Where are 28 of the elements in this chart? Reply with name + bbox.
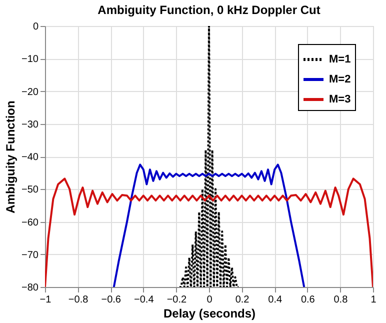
line-series [178,26,240,287]
chart-title: Ambiguity Function, 0 kHz Doppler Cut [98,3,320,17]
x-tick-label: 1 [370,294,377,306]
line-series [112,164,306,287]
x-tick-label: −0.6 [101,294,122,306]
legend-label: M=3 [329,94,351,106]
x-tick-label: 0.4 [268,294,282,306]
y-tick-label: −20 [22,86,39,98]
x-tick-label: −0.8 [68,294,89,306]
y-tick-label: −70 [22,250,39,261]
y-tick-label: −10 [22,54,39,66]
legend-label: M=2 [329,74,351,86]
x-axis-title: Delay (seconds) [163,306,256,320]
y-tick-label: −80 [22,282,39,294]
x-tick-label: 0.2 [235,294,250,306]
y-tick-label: −60 [22,217,39,228]
legend-label: M=1 [329,54,351,66]
y-tick-label: −50 [22,184,39,196]
y-axis-title: Ambiguity Function [4,100,18,214]
x-tick-label: −1 [40,294,52,306]
x-tick-label: −0.4 [134,294,154,306]
y-tick-label: −30 [22,119,39,130]
x-tick-label: 0 [206,294,213,306]
y-tick-label: 0 [32,22,39,32]
x-tick-label: 0.8 [334,294,348,306]
y-tick-label: −40 [22,152,39,163]
x-tick-label: −0.2 [166,294,188,306]
x-tick-label: 0.6 [300,294,316,306]
